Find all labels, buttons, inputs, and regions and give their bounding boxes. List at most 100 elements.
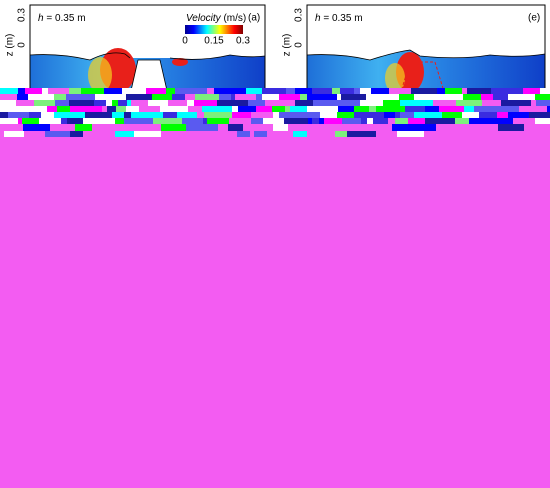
glitch-block [251,118,263,124]
glitch-block [313,100,340,106]
glitch-block [166,88,175,94]
glitch-block [400,100,433,106]
depth-label: h = 0.35 m [38,13,86,24]
depth-value: = 0.35 m [323,13,362,24]
mid-velocity [385,63,405,93]
glitch-block [54,112,85,118]
glitch-block [111,124,136,131]
glitch-block [285,106,290,112]
glitch-block [229,118,251,124]
glitch-block [231,94,235,100]
glitch-block [222,131,237,137]
glitch-block [161,131,171,137]
glitch-block [83,131,108,137]
glitch-block [136,124,140,131]
glitch-block [482,100,501,106]
glitch-block [290,106,307,112]
glitch-block [47,106,57,112]
glitch-block [238,106,256,112]
glitch-block [373,118,381,124]
glitch-block [414,112,442,118]
glitch-block [112,100,118,106]
y-tick-label: 0 [294,42,305,48]
glitch-block [462,88,467,94]
glitch-block [312,118,319,124]
glitch-block [139,106,160,112]
glitch-block [354,106,369,112]
glitch-block [414,94,434,100]
mid-velocity [88,57,112,93]
glitch-block [508,112,529,118]
glitch-block [265,100,295,106]
glitch-block [546,131,550,137]
glitch-block [83,118,115,124]
glitch-block [425,118,455,124]
glitch-block [18,88,25,94]
glitch-block [300,94,307,100]
glitch-block [543,94,550,100]
glitch-block [340,88,354,94]
glitch-block [214,88,246,94]
glitch-block [69,100,94,106]
glitch-block [148,100,168,106]
glitch-block [124,118,153,124]
glitch-block [337,112,354,118]
glitch-block [307,94,337,100]
glitch-block [389,88,411,94]
glitch-block [177,112,197,118]
glitch-block [115,118,124,124]
colorbar [185,25,243,34]
glitch-block [16,100,34,106]
glitch-block [54,94,66,100]
y-axis-label: z (m) [5,34,16,57]
glitch-block [433,100,456,106]
glitch-block [293,131,307,137]
glitch-block [35,131,41,137]
glitch-block [243,124,273,131]
glitch-block [469,118,486,124]
glitch-block [369,106,376,112]
glitch-block [256,106,272,112]
glitch-block [70,106,102,112]
glitch-block [29,112,41,118]
glitch-block [340,100,360,106]
glitch-block [395,118,408,124]
glitch-block [408,118,425,124]
glitch-block [194,100,217,106]
glitch-block [384,112,395,118]
glitch-block [490,124,498,131]
glitch-block [360,100,383,106]
glitch-block [392,124,425,131]
glitch-block [502,131,516,137]
glitch-block [315,124,336,131]
glitch-block [439,106,464,112]
glitch-block [360,88,371,94]
glitch-block [232,106,238,112]
glitch-block [279,112,294,118]
glitch-block [411,88,437,94]
glitch-block [354,112,384,118]
glitch-block [442,131,457,137]
glitch-block [498,94,508,100]
glitch-block [425,106,439,112]
glitch-block [146,88,166,94]
glitch-block [395,112,400,118]
glitch-block [237,131,250,137]
glitch-block [397,131,424,137]
glitch-block [66,94,95,100]
glitch-block [92,124,107,131]
glitch-block [131,100,148,106]
glitch-block [246,88,262,94]
glitch-block [0,94,17,100]
glitch-block [202,106,232,112]
glitch-block [115,131,134,137]
obstacle [129,59,169,95]
free-surface [307,49,545,61]
glitch-block [408,94,414,100]
glitch-block [294,112,320,118]
glitch-block [175,88,207,94]
glitch-block [160,106,188,112]
glitch-block [342,118,361,124]
